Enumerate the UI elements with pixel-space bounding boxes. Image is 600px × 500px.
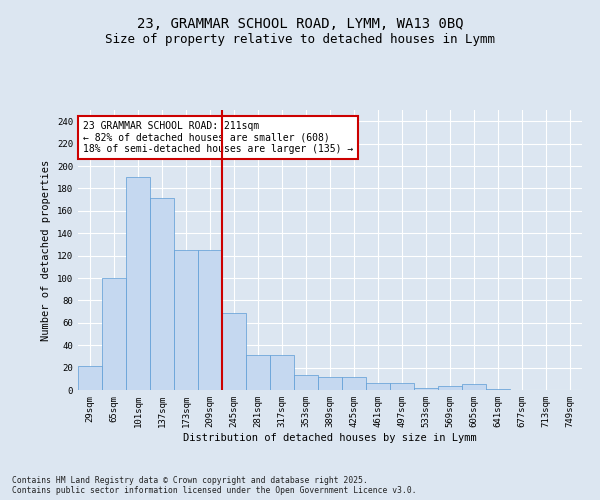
Bar (126, 177, 150, 390)
Bar (246, 356, 270, 390)
Bar (102, 278, 126, 390)
Bar (174, 250, 198, 390)
X-axis label: Distribution of detached houses by size in Lymm: Distribution of detached houses by size … (183, 432, 477, 442)
Bar (294, 376, 318, 390)
Bar (462, 384, 486, 390)
Bar (78, 366, 102, 390)
Bar (318, 376, 342, 390)
Text: 23, GRAMMAR SCHOOL ROAD, LYMM, WA13 0BQ: 23, GRAMMAR SCHOOL ROAD, LYMM, WA13 0BQ (137, 18, 463, 32)
Bar (270, 356, 294, 390)
Bar (198, 250, 222, 390)
Text: Contains HM Land Registry data © Crown copyright and database right 2025.
Contai: Contains HM Land Registry data © Crown c… (12, 476, 416, 495)
Text: 23 GRAMMAR SCHOOL ROAD: 211sqm
← 82% of detached houses are smaller (608)
18% of: 23 GRAMMAR SCHOOL ROAD: 211sqm ← 82% of … (83, 121, 353, 154)
Bar (390, 384, 414, 390)
Bar (438, 386, 462, 390)
Bar (366, 384, 390, 390)
Bar (342, 376, 366, 390)
Text: Size of property relative to detached houses in Lymm: Size of property relative to detached ho… (105, 32, 495, 46)
Bar (150, 198, 174, 390)
Y-axis label: Number of detached properties: Number of detached properties (41, 160, 52, 340)
Bar (222, 312, 246, 390)
Bar (486, 389, 510, 390)
Bar (414, 388, 438, 390)
